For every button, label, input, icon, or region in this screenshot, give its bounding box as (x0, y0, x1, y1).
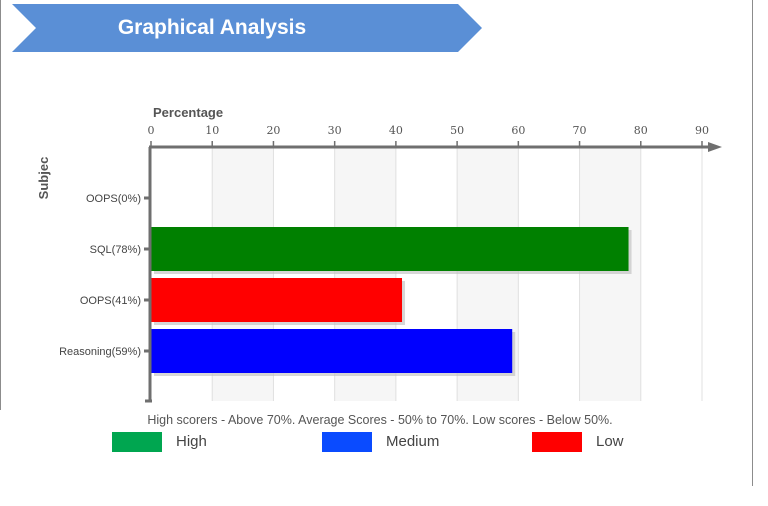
right-border (752, 0, 753, 486)
x-tick-label: 80 (634, 124, 648, 137)
y-tick-label: OOPS(41%) (80, 295, 141, 307)
x-axis-title: Percentage (153, 105, 223, 120)
x-tick-label: 50 (450, 124, 464, 137)
x-tick-label: 30 (328, 124, 342, 137)
x-tick-label: 40 (389, 124, 403, 137)
y-tick-label: OOPS(0%) (86, 193, 141, 205)
left-border (0, 0, 1, 410)
legend-label-high: High (176, 433, 207, 450)
x-tick-label: 60 (511, 124, 525, 137)
banner-arrow-shape (12, 4, 482, 52)
legend-swatch-high (112, 432, 162, 452)
x-tick-label: 0 (148, 124, 155, 137)
legend-label-medium: Medium (386, 433, 440, 450)
section-header-banner: Graphical Analysis (12, 4, 482, 52)
bar-1 (151, 227, 629, 271)
x-tick-label: 70 (573, 124, 587, 137)
legend-swatch-low (532, 432, 582, 452)
legend-swatch-medium (322, 432, 372, 452)
page-title: Graphical Analysis (117, 16, 307, 39)
y-tick-label: Reasoning(59%) (59, 346, 141, 358)
x-tick-label: 90 (695, 124, 709, 137)
x-axis-arrow (708, 142, 722, 152)
x-tick-label: 20 (266, 124, 280, 137)
grid-band (579, 148, 641, 401)
y-axis-title: Subjec (36, 157, 51, 200)
legend-label-low: Low (596, 433, 624, 450)
bar-2 (151, 278, 403, 322)
bar-chart: 0 10 20 30 40 50 60 70 80 90 OOPS(0%) SQL(78%) OOPS(… (36, 105, 722, 403)
y-tick-label: SQL(78%) (90, 244, 141, 256)
bar-3 (151, 329, 513, 373)
chart-subtitle: High scorers - Above 70%. Average Scores… (147, 413, 613, 427)
x-tick-label: 10 (205, 124, 219, 137)
